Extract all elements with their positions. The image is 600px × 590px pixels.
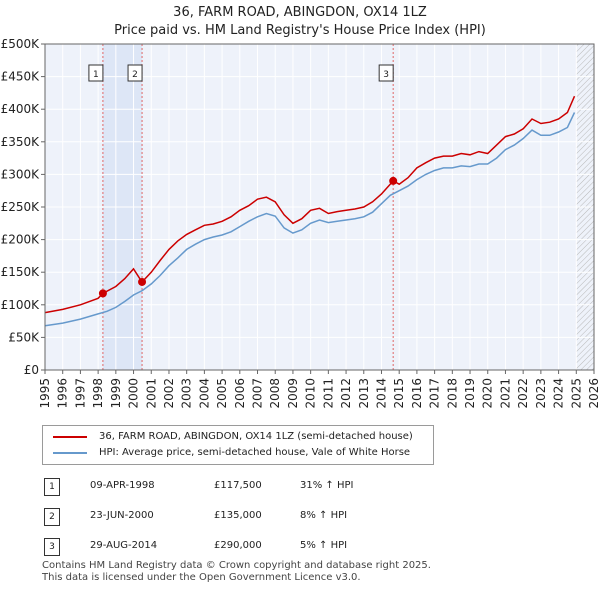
x-tick-label: 2010	[304, 378, 318, 409]
sale-point	[98, 289, 107, 298]
sale-price: £290,000	[214, 540, 262, 551]
x-tick-label: 2015	[392, 378, 406, 409]
sale-label-box	[127, 64, 143, 82]
price-chart: 36, FARM ROAD, ABINGDON, OX14 1LZ Price …	[1, 5, 600, 409]
sale-number-badge: 2	[44, 508, 60, 526]
sale-price: £135,000	[214, 510, 262, 521]
sale-label-number: 2	[132, 70, 138, 80]
x-tick-label: 2024	[552, 378, 566, 409]
y-tick-label: £400K	[1, 102, 41, 116]
y-tick-label: £300K	[1, 167, 41, 181]
legend-item-property: 36, FARM ROAD, ABINGDON, OX14 1LZ (semi-…	[53, 429, 413, 445]
table-row: 2 23-JUN-2000 £135,000 8% ↑ HPI	[42, 502, 462, 532]
x-tick-label: 2023	[534, 378, 548, 409]
hpi-line	[44, 112, 576, 327]
x-tick-label: 2000	[127, 378, 141, 409]
legend-property-label: 36, FARM ROAD, ABINGDON, OX14 1LZ (semi-…	[99, 431, 413, 442]
y-tick-label: £0	[24, 363, 39, 377]
y-tick-label: £250K	[1, 200, 41, 214]
x-tick-label: 2013	[357, 378, 371, 409]
sale-date: 09-APR-1998	[90, 480, 155, 491]
sale-date: 29-AUG-2014	[90, 540, 158, 551]
sale-label-number: 1	[93, 70, 99, 80]
hpi-line-swatch	[53, 452, 87, 454]
x-tick-label: 1995	[38, 378, 52, 409]
sale-label-box	[88, 64, 104, 82]
x-tick-label: 2009	[286, 378, 300, 409]
x-tick-label: 2016	[410, 378, 424, 409]
x-tick-label: 2005	[215, 378, 229, 409]
x-tick-label: 2001	[144, 378, 158, 409]
y-tick-label: £500K	[1, 37, 41, 51]
x-tick-label: 2026	[587, 378, 600, 409]
chart-title: 36, FARM ROAD, ABINGDON, OX14 1LZ	[173, 5, 427, 20]
property-line-swatch	[53, 436, 87, 438]
footer-line-1: Contains HM Land Registry data © Crown c…	[42, 560, 431, 571]
x-tick-label: 2017	[428, 378, 442, 409]
sale-label-number: 3	[383, 70, 389, 80]
sales-table: 1 09-APR-1998 £117,500 31% ↑ HPI 2 23-JU…	[42, 472, 462, 562]
sale-point	[138, 277, 147, 286]
x-tick-label: 1998	[91, 378, 105, 409]
x-tick-label: 2019	[463, 378, 477, 409]
sale-number-badge: 1	[44, 478, 60, 496]
sale-number-badge: 3	[44, 538, 60, 556]
x-tick-label: 1996	[56, 378, 70, 409]
footer-attribution: Contains HM Land Registry data © Crown c…	[42, 560, 431, 584]
x-tick-label: 2003	[180, 378, 194, 409]
y-tick-label: £350K	[1, 135, 41, 149]
sale-hpi-diff: 31% ↑ HPI	[300, 480, 354, 491]
x-tick-label: 2008	[268, 378, 282, 409]
x-tick-label: 2004	[197, 378, 211, 409]
x-tick-label: 1997	[73, 378, 87, 409]
legend-hpi-label: HPI: Average price, semi-detached house,…	[99, 447, 411, 458]
x-tick-label: 2007	[251, 378, 265, 409]
sale-price: £117,500	[214, 480, 262, 491]
x-tick-label: 2018	[445, 378, 459, 409]
sale-point	[389, 176, 398, 185]
x-tick-label: 2014	[374, 378, 388, 409]
chart-legend: 36, FARM ROAD, ABINGDON, OX14 1LZ (semi-…	[42, 425, 434, 465]
sale-hpi-diff: 5% ↑ HPI	[300, 540, 348, 551]
sale-date: 23-JUN-2000	[90, 510, 154, 521]
chart-subtitle: Price paid vs. HM Land Registry's House …	[114, 23, 486, 38]
y-tick-label: £450K	[1, 70, 41, 84]
x-tick-label: 2025	[569, 378, 583, 409]
y-tick-label: £100K	[1, 298, 41, 312]
table-row: 3 29-AUG-2014 £290,000 5% ↑ HPI	[42, 532, 462, 562]
sale-hpi-diff: 8% ↑ HPI	[300, 510, 348, 521]
legend-item-hpi: HPI: Average price, semi-detached house,…	[53, 445, 410, 461]
y-tick-label: £50K	[8, 330, 40, 344]
x-tick-label: 2002	[162, 378, 176, 409]
x-tick-label: 2021	[498, 378, 512, 409]
x-tick-label: 2011	[321, 378, 335, 409]
x-tick-label: 2020	[481, 378, 495, 409]
footer-line-2: This data is licensed under the Open Gov…	[42, 572, 361, 583]
property-price-line	[44, 95, 576, 314]
sale-label-box	[378, 64, 394, 82]
x-tick-label: 2012	[339, 378, 353, 409]
y-tick-label: £200K	[1, 233, 41, 247]
y-tick-label: £150K	[1, 265, 41, 279]
x-tick-label: 2022	[516, 378, 530, 409]
x-tick-label: 1999	[109, 378, 123, 409]
x-tick-label: 2006	[233, 378, 247, 409]
table-row: 1 09-APR-1998 £117,500 31% ↑ HPI	[42, 472, 462, 502]
